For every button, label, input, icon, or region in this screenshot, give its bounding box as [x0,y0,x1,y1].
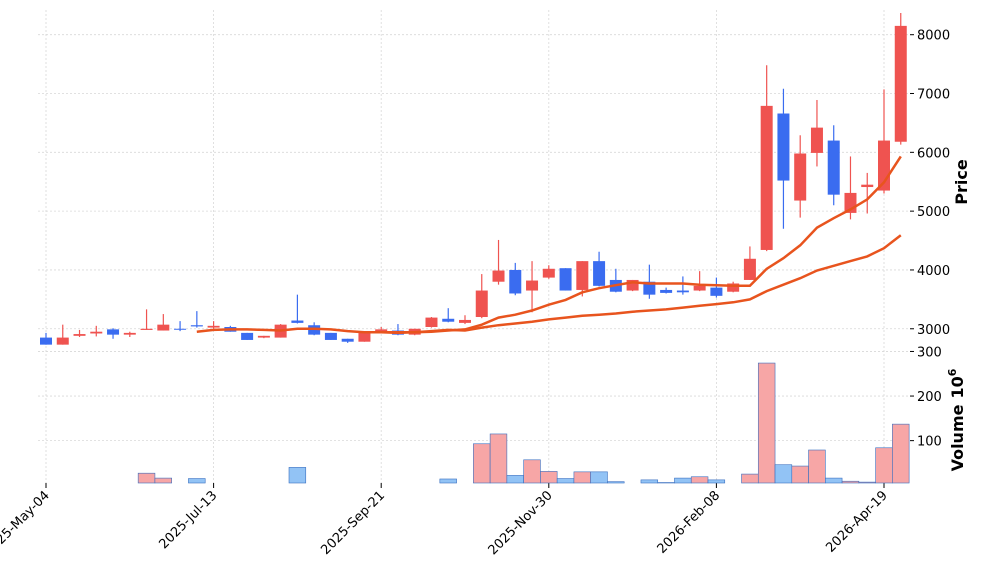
volume-bar [707,479,726,484]
x-tick-label: 2026-Apr-19 [823,488,890,555]
candle-body [56,337,69,345]
volume-bar [841,480,860,484]
candle-body [358,331,371,342]
candle-body [861,184,874,188]
candle-body [693,285,706,291]
volume-bar [690,476,709,484]
volume-bar [506,475,524,484]
candle-body [140,328,153,330]
candle-body [810,127,823,153]
volume-bar [774,464,793,484]
candle-body [291,320,304,323]
candle-body [643,281,656,295]
volume-bar [640,479,659,484]
candle-body [40,337,52,345]
candle-body [90,331,103,334]
price-axis-label: Price [952,159,971,205]
y-tick-label: 200 [917,390,942,405]
candle-body [375,329,388,333]
volume-bar [590,471,608,484]
volume-bar [674,477,692,484]
moving-average-line [364,234,902,335]
volume-bar [137,472,156,484]
candle-body [241,332,254,340]
y-tick-label: 4000 [917,264,950,279]
candle-body [576,261,589,290]
candle-body [894,25,907,142]
candle-body [794,153,807,201]
volume-bar [556,478,575,484]
candle-body [107,329,120,335]
candle-body [727,283,740,292]
candle-body [760,105,773,250]
x-tick-label: 2026-Feb-08 [655,488,724,557]
candle-body [207,325,220,328]
candle-body [257,335,270,338]
volume-bar [188,478,206,484]
candle-body [676,290,689,293]
volume-bar [808,449,826,484]
candle-body [509,269,522,294]
volume-bar [154,477,172,484]
candle-body [559,268,572,291]
candle-body [442,318,455,322]
candle-body [459,319,471,323]
candle-body [174,328,187,330]
candle-body [542,268,555,278]
candle-body [827,140,840,195]
candle-body [190,325,203,327]
candle-body [73,334,86,336]
candle-body [777,113,790,181]
volume-bar [825,477,843,484]
volume-axis-label: Volume 106 [946,368,967,471]
volume-bar [892,423,910,484]
moving-average-line [196,155,902,334]
volume-bar [473,443,491,484]
candle-body [526,280,539,291]
candle-body [743,258,756,280]
volume-bar [858,481,876,484]
y-tick-label: 8000 [917,29,950,44]
x-tick-label: 2025-Jul-13 [156,488,220,552]
y-tick-label: 5000 [917,205,950,220]
candle-body [157,324,170,331]
volume-bar [540,471,558,484]
y-tick-label: 300 [917,345,942,360]
candle-body [710,287,723,296]
scale-exponent: 6 [946,368,959,376]
volume-bar [489,433,508,484]
candle-body [492,270,505,282]
candle-body [341,338,354,342]
volume-bar [573,471,591,484]
candle-body [593,261,606,286]
volume-bar [757,362,776,484]
x-tick-label: 2025-Nov-30 [486,488,556,558]
volume-bar [288,467,307,484]
x-tick-label: 2025-Sep-21 [318,488,388,558]
candle-body [660,289,673,293]
y-tick-label: 100 [917,435,942,450]
volume-bar [741,473,759,484]
candle-body [425,317,438,328]
candle-body [626,279,639,291]
volume-bar [791,465,809,484]
volume-label: Volume [948,404,967,471]
y-tick-label: 7000 [917,88,950,103]
candle-body [475,290,488,318]
y-tick-label: 3000 [917,323,950,338]
volume-bar [439,478,457,484]
volume-bar [875,447,893,484]
y-tick-label: 6000 [917,146,950,161]
volume-bar [607,481,625,484]
scale-base: 10 [948,376,967,398]
volume-bar [523,459,541,484]
candle-body [324,332,337,340]
candle-body [123,332,136,335]
x-tick-label: 2025-May-04 [0,488,53,559]
